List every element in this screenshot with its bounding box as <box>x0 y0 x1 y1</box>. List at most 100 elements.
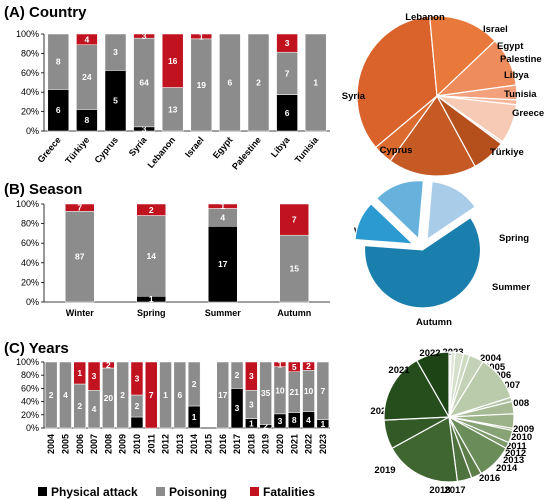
bar-turkiye-fatalities <box>76 33 98 46</box>
pie-label-2008: 2008 <box>508 398 529 409</box>
x-tick-label: 2016 <box>218 434 228 454</box>
years-pie-chart: 2023200420052006200720082009201020112012… <box>370 347 534 496</box>
pie-slice-turkiye <box>389 94 476 177</box>
pie-label-turkiye: Türkiye <box>490 147 524 158</box>
pie-label-egypt: Egypt <box>497 41 524 52</box>
bar-lebanon-fatalities <box>161 33 184 88</box>
pie-label-2020: 2020 <box>370 406 391 417</box>
legend-label-fatalities: Fatalities <box>263 485 315 499</box>
pie-label-2014: 2014 <box>496 463 518 474</box>
bar-value-label: 1 <box>220 201 225 211</box>
x-tick-label: 2015 <box>203 434 213 454</box>
bar-value-label: 3 <box>285 38 290 48</box>
pie-label-2016: 2016 <box>479 473 500 484</box>
bar-value-label: 19 <box>197 80 207 90</box>
y-tick-label: 40% <box>21 87 39 97</box>
bar-value-label: 10 <box>304 386 314 396</box>
x-tick-label: Summer <box>205 308 242 318</box>
bar-2005-poisoning <box>59 361 72 429</box>
bar-summer-fatalities <box>208 203 238 209</box>
y-tick-label: 20% <box>21 277 39 287</box>
y-tick-label: 80% <box>21 48 39 58</box>
bar-israel-fatalities <box>190 33 213 40</box>
pie-label-greece: Greece <box>512 108 544 119</box>
y-tick-label: 100% <box>16 29 39 39</box>
bar-value-label: 16 <box>168 56 178 66</box>
panel-title-country: (A) Country <box>4 4 87 21</box>
bar-value-label: 1 <box>77 368 82 378</box>
x-tick-label: 2018 <box>246 434 256 454</box>
pie-label-2018: 2018 <box>429 485 450 496</box>
bar-value-label: 1 <box>313 78 318 88</box>
bar-value-label: 4 <box>85 34 90 44</box>
legend: Physical attack Poisoning Fatalities <box>38 485 315 499</box>
y-tick-label: 80% <box>21 370 39 380</box>
y-tick-label: 40% <box>21 397 39 407</box>
bar-value-label: 2 <box>135 401 140 411</box>
panel-title-season: (B) Season <box>4 181 82 198</box>
y-tick-label: 0% <box>26 126 39 136</box>
x-tick-label: 2017 <box>232 434 242 454</box>
bar-value-label: 5 <box>292 362 297 372</box>
years-bar-chart: 0%20%40%60%80%100%2200442005212006432007… <box>16 357 330 454</box>
bar-value-label: 8 <box>56 57 61 67</box>
country-bar-chart: 0% 20% 40% 60% 80% 100% 6 8 Greece 8 24 4 Türkiye 5 3 C… <box>16 29 330 172</box>
x-tick-label: 2021 <box>289 434 299 454</box>
bar-value-label: 7 <box>292 215 297 225</box>
y-tick-label: 80% <box>21 219 39 229</box>
x-tick-label: 2006 <box>75 434 85 454</box>
pie-slice-summer <box>375 180 425 240</box>
bar-2013-poisoning <box>173 361 187 429</box>
bar-value-label: 4 <box>92 404 97 414</box>
x-tick-label: Winter <box>66 308 94 318</box>
bar-value-label: 3 <box>142 31 147 41</box>
bar-winter-poisoning <box>65 211 95 303</box>
pie-label-2017: 2017 <box>444 485 465 496</box>
bar-value-label: 21 <box>290 387 300 397</box>
y-tick-label: 60% <box>21 383 39 393</box>
bar-value-label: 1 <box>249 418 254 428</box>
bar-value-label: 4 <box>63 390 68 400</box>
bar-autumn-fatalities <box>279 203 309 236</box>
pie-label-2004: 2004 <box>480 353 502 364</box>
legend-label-poisoning: Poisoning <box>169 485 227 499</box>
bar-egypt-poisoning <box>219 33 241 132</box>
pie-slice-2019 <box>391 416 459 483</box>
bar-value-label: 3 <box>113 47 118 57</box>
pie-label-libya: Libya <box>504 70 530 81</box>
bar-value-label: 2 <box>306 361 311 371</box>
bar-spring-fatalities <box>136 203 166 216</box>
bar-value-label: 3 <box>249 399 254 409</box>
pie-label-2021: 2021 <box>388 365 410 376</box>
bar-value-label: 6 <box>228 78 233 88</box>
pie-slice-2022 <box>415 351 450 420</box>
x-tick-label: 2005 <box>60 434 70 454</box>
panel-title-years: (C) Years <box>4 340 69 357</box>
bar-palestine-poisoning <box>247 33 270 132</box>
bar-2017-poisoning <box>230 361 244 389</box>
y-tick-label: 100% <box>16 357 39 367</box>
bar-2022-fatalities <box>302 361 315 371</box>
bar-value-label: 3 <box>235 403 240 413</box>
bar-value-label: 3 <box>135 374 140 384</box>
bar-value-label: 6 <box>56 105 61 115</box>
bar-2006-fatalities <box>73 361 86 385</box>
pie-label-2009: 2009 <box>513 424 534 435</box>
bar-value-label: 64 <box>139 78 149 88</box>
pie-slice-cyprus <box>374 95 438 162</box>
x-tick-label: Egypt <box>211 135 235 161</box>
bar-greece-poisoning <box>47 33 70 90</box>
legend-swatch-fatalities <box>250 487 259 496</box>
bar-libya-fatalities <box>276 33 298 53</box>
bar-syria-fatalities <box>133 33 155 39</box>
bar-value-label: 1 <box>149 294 154 304</box>
bar-value-label: 17 <box>218 390 228 400</box>
season-pie-chart: WinterSpringSummerAutumn <box>354 180 530 328</box>
bar-value-label: 1 <box>163 390 168 400</box>
y-tick-label: 0% <box>26 423 39 433</box>
bar-value-label: 1 <box>192 412 197 422</box>
bar-value-label: 20 <box>104 393 114 403</box>
y-tick-label: 60% <box>21 68 39 78</box>
legend-label-physical-attack: Physical attack <box>51 485 138 499</box>
